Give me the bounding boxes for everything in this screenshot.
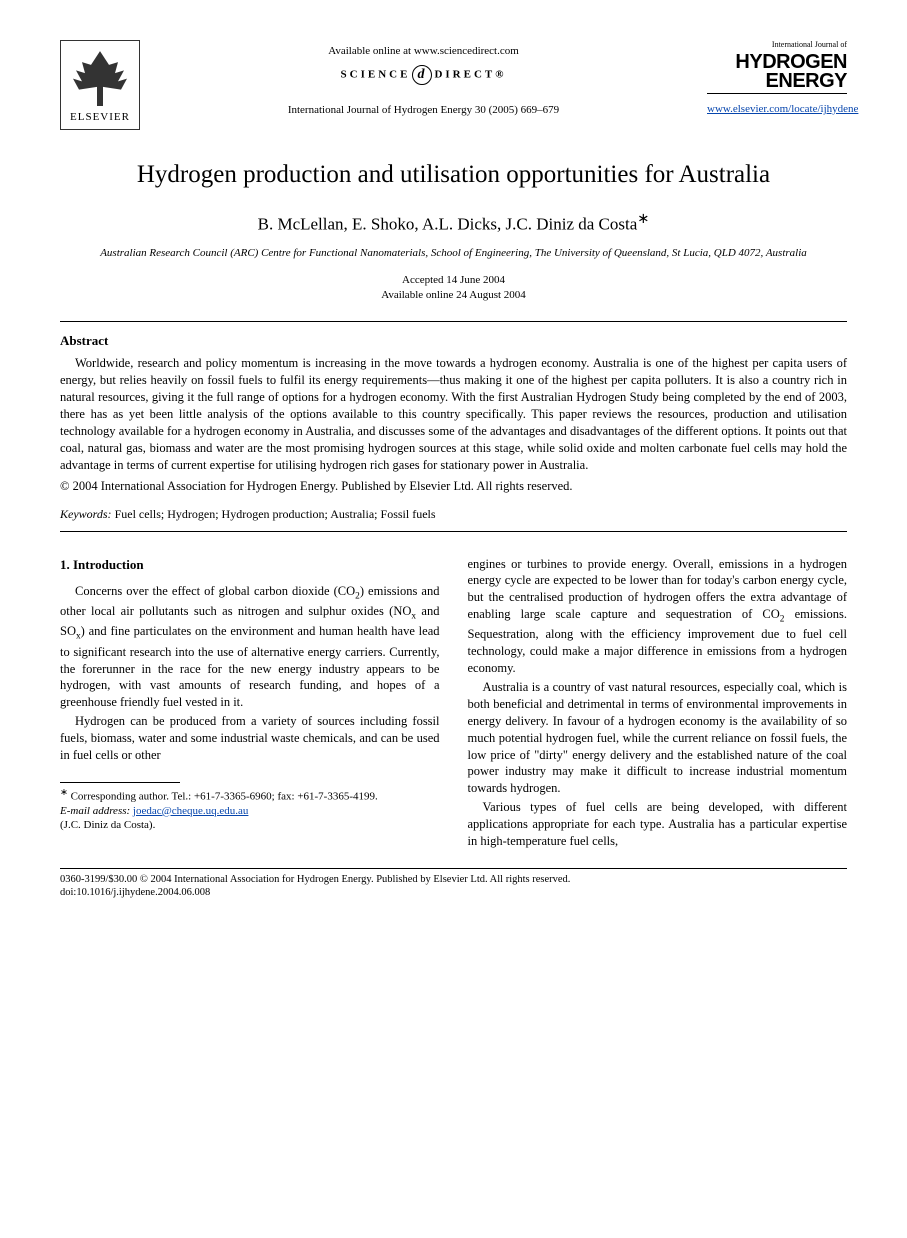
authors-names: B. McLellan, E. Shoko, A.L. Dicks, J.C. … — [258, 214, 638, 233]
dates-block: Accepted 14 June 2004 Available online 2… — [60, 273, 847, 303]
footnote-email-line: E-mail address: joedac@cheque.uq.edu.au — [60, 804, 440, 818]
journal-url-link[interactable]: www.elsevier.com/locate/ijhydene — [707, 102, 847, 117]
footnote-rule — [60, 782, 180, 783]
abstract-copyright: © 2004 International Association for Hyd… — [60, 478, 847, 495]
accepted-date: Accepted 14 June 2004 — [60, 273, 847, 288]
footer-text: 0360-3199/$30.00 © 2004 International As… — [60, 873, 847, 900]
intro-right-p1: engines or turbines to provide energy. O… — [468, 556, 848, 677]
abstract-rule-bottom — [60, 531, 847, 532]
footnote-block: ∗ Corresponding author. Tel.: +61-7-3365… — [60, 787, 440, 833]
journal-reference: International Journal of Hydrogen Energy… — [140, 103, 707, 118]
intro-left-p1: Concerns over the effect of global carbo… — [60, 583, 440, 711]
article-title: Hydrogen production and utilisation oppo… — [60, 158, 847, 192]
sd-post: DIRECT® — [434, 68, 506, 80]
available-online-text: Available online at www.sciencedirect.co… — [140, 44, 707, 59]
right-column: engines or turbines to provide energy. O… — [468, 556, 848, 852]
sciencedirect-logo: SCIENCEdDIRECT® — [140, 65, 707, 85]
page-header: ELSEVIER Available online at www.science… — [60, 40, 847, 130]
footer-rule — [60, 868, 847, 869]
footer-line2: doi:10.1016/j.ijhydene.2004.06.008 — [60, 886, 847, 900]
intro-right-p2: Australia is a country of vast natural r… — [468, 679, 848, 797]
keywords-line: Keywords: Fuel cells; Hydrogen; Hydrogen… — [60, 506, 847, 522]
footnote-corr: ∗ Corresponding author. Tel.: +61-7-3365… — [60, 787, 440, 804]
email-link[interactable]: joedac@cheque.uq.edu.au — [133, 805, 249, 817]
journal-logo-line1: HYDROGEN — [707, 53, 847, 72]
intro-heading: 1. Introduction — [60, 556, 440, 574]
elsevier-name: ELSEVIER — [70, 110, 130, 125]
intro-left-p2: Hydrogen can be produced from a variety … — [60, 713, 440, 764]
corresponding-marker: ∗ — [637, 211, 649, 227]
footnote-email-name: (J.C. Diniz da Costa). — [60, 818, 440, 832]
journal-logo-subtitle: International Journal of — [707, 40, 847, 51]
email-label: E-mail address: — [60, 805, 130, 817]
footer-line1: 0360-3199/$30.00 © 2004 International As… — [60, 873, 847, 887]
sd-at-icon: d — [412, 65, 432, 85]
body-columns: 1. Introduction Concerns over the effect… — [60, 556, 847, 852]
affiliation: Australian Research Council (ARC) Centre… — [80, 246, 827, 261]
keywords-label: Keywords: — [60, 507, 112, 521]
center-header: Available online at www.sciencedirect.co… — [140, 40, 707, 118]
abstract-rule-top — [60, 321, 847, 322]
online-date: Available online 24 August 2004 — [60, 288, 847, 303]
elsevier-tree-icon — [70, 51, 130, 106]
authors-line: B. McLellan, E. Shoko, A.L. Dicks, J.C. … — [60, 210, 847, 237]
abstract-heading: Abstract — [60, 332, 847, 350]
journal-logo-line2: ENERGY — [707, 72, 847, 91]
left-column: 1. Introduction Concerns over the effect… — [60, 556, 440, 852]
keywords-list: Fuel cells; Hydrogen; Hydrogen productio… — [115, 507, 436, 521]
elsevier-logo: ELSEVIER — [60, 40, 140, 130]
intro-right-p3: Various types of fuel cells are being de… — [468, 799, 848, 850]
journal-logo: International Journal of HYDROGEN ENERGY… — [707, 40, 847, 117]
sd-pre: SCIENCE — [341, 68, 411, 80]
abstract-body: Worldwide, research and policy momentum … — [60, 355, 847, 473]
footnote-marker: ∗ — [60, 788, 68, 798]
journal-logo-rule — [707, 93, 847, 94]
